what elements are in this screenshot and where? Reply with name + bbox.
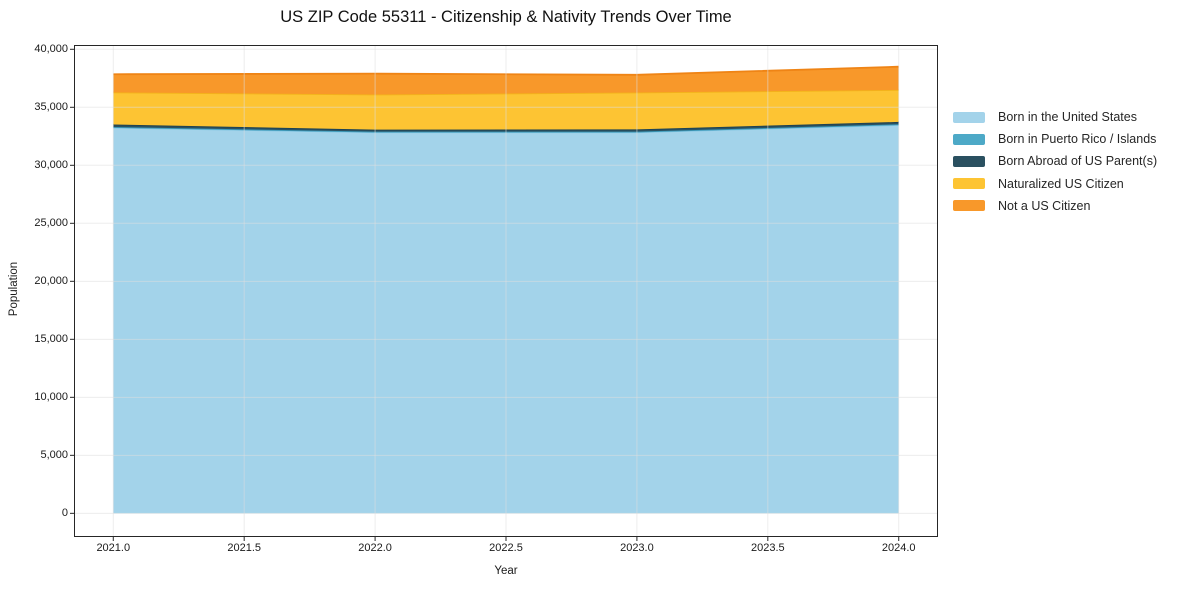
- x-tick-label: 2022.0: [358, 542, 392, 554]
- legend-item-born-abroad: Born Abroad of US Parent(s): [953, 150, 1157, 172]
- legend-label: Born in the United States: [998, 110, 1137, 125]
- legend-item-born-in-us: Born in the United States: [953, 106, 1157, 128]
- axis-ticks: [70, 48, 900, 541]
- legend-label: Born Abroad of US Parent(s): [998, 154, 1158, 169]
- legend-label: Not a US Citizen: [998, 198, 1091, 213]
- y-tick-label: 35,000: [34, 101, 68, 114]
- y-tick-label: 10,000: [34, 391, 68, 404]
- legend-swatch-icon: [953, 133, 985, 145]
- legend-label: Born in Puerto Rico / Islands: [998, 132, 1157, 147]
- x-tick-label: 2022.5: [489, 542, 523, 554]
- area-born-abroad: [113, 121, 899, 132]
- legend-swatch-icon: [953, 111, 985, 123]
- legend-item-born-pr-islands: Born in Puerto Rico / Islands: [953, 128, 1157, 150]
- y-axis-title: Population: [8, 261, 20, 317]
- chart-title: US ZIP Code 55311 - Citizenship & Nativi…: [280, 8, 732, 26]
- x-tick-label: 2021.0: [96, 542, 131, 554]
- legend-item-not-citizen: Not a US Citizen: [953, 195, 1157, 217]
- legend-swatch-icon: [953, 178, 985, 190]
- chart-canvas: [70, 45, 938, 541]
- y-tick-label: 25,000: [34, 217, 68, 230]
- legend-label: Naturalized US Citizen: [998, 176, 1124, 191]
- legend-swatch-icon: [953, 155, 985, 167]
- y-tick-label: 40,000: [34, 43, 68, 56]
- legend-swatch-icon: [953, 200, 985, 212]
- y-tick-label: 0: [61, 507, 68, 520]
- legend-item-naturalized: Naturalized US Citizen: [953, 173, 1157, 195]
- x-axis-title: Year: [494, 565, 518, 577]
- x-tick-label: 2023.5: [750, 542, 785, 554]
- plot-border: [74, 45, 938, 537]
- x-tick-label: 2021.5: [227, 542, 261, 554]
- y-tick-label: 15,000: [34, 333, 68, 346]
- y-tick-label: 20,000: [34, 275, 68, 288]
- y-tick-label: 5,000: [40, 449, 68, 462]
- plot-area: [70, 45, 938, 541]
- gridlines: [74, 45, 938, 537]
- x-tick-label: 2023.0: [620, 542, 654, 554]
- y-tick-label: 30,000: [34, 159, 68, 172]
- x-tick-label: 2024.0: [881, 542, 916, 554]
- legend: Born in the United States Born in Puerto …: [953, 106, 1157, 217]
